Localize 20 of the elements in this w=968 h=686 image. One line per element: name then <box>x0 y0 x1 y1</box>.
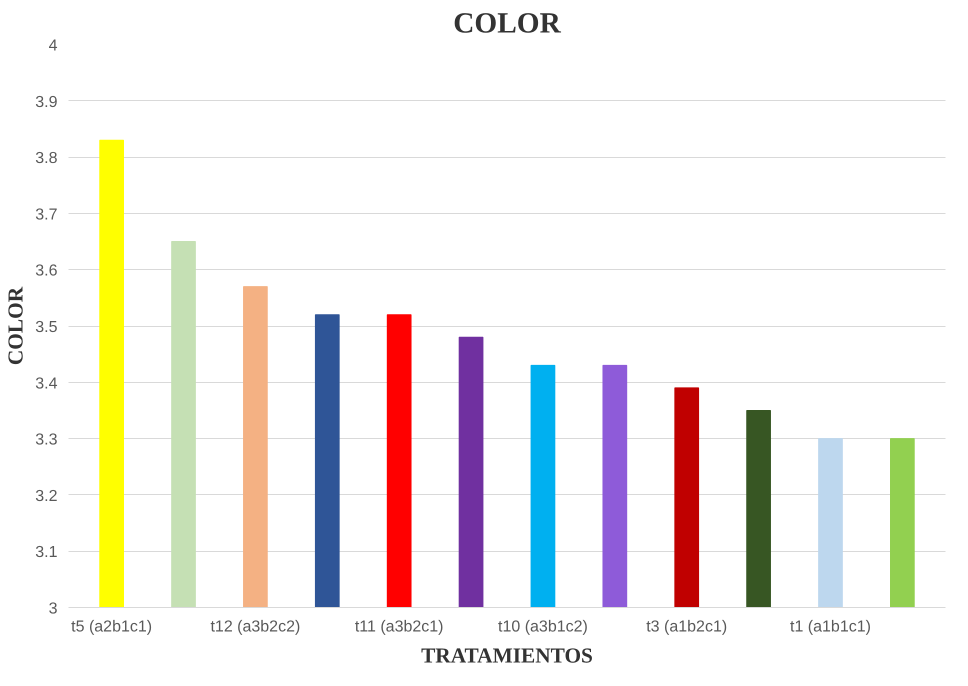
x-axis-title: TRATAMIENTOS <box>421 644 593 668</box>
y-tick-label: 3.1 <box>35 544 58 562</box>
chart-title: COLOR <box>453 8 562 40</box>
y-axis-title: COLOR <box>3 286 28 366</box>
y-tick-label: 3.4 <box>35 375 58 392</box>
y-tick-label: 3.2 <box>35 488 58 505</box>
x-tick-label: t11 (a3b2c1) <box>354 618 444 636</box>
x-tick-label: t5 (a2b1c1) <box>71 618 152 636</box>
x-tick-label: t3 (a1b2c1) <box>646 618 728 636</box>
y-tick-label: 3.5 <box>35 319 58 336</box>
x-tick-label: t10 (a3b1c2) <box>498 618 588 636</box>
y-tick-label: 3.6 <box>35 262 58 280</box>
y-tick-label: 3.9 <box>35 94 58 111</box>
x-tick-label: t1 (a1b1c1) <box>790 618 871 636</box>
y-tick-label: 3 <box>48 600 58 618</box>
y-tick-label: 3.3 <box>35 432 58 449</box>
y-tick-label: 3.8 <box>35 150 58 168</box>
y-tick-label: 4 <box>48 38 58 54</box>
y-tick-label: 3.7 <box>35 206 58 224</box>
x-tick-label: t12 (a3b2c2) <box>210 618 300 636</box>
